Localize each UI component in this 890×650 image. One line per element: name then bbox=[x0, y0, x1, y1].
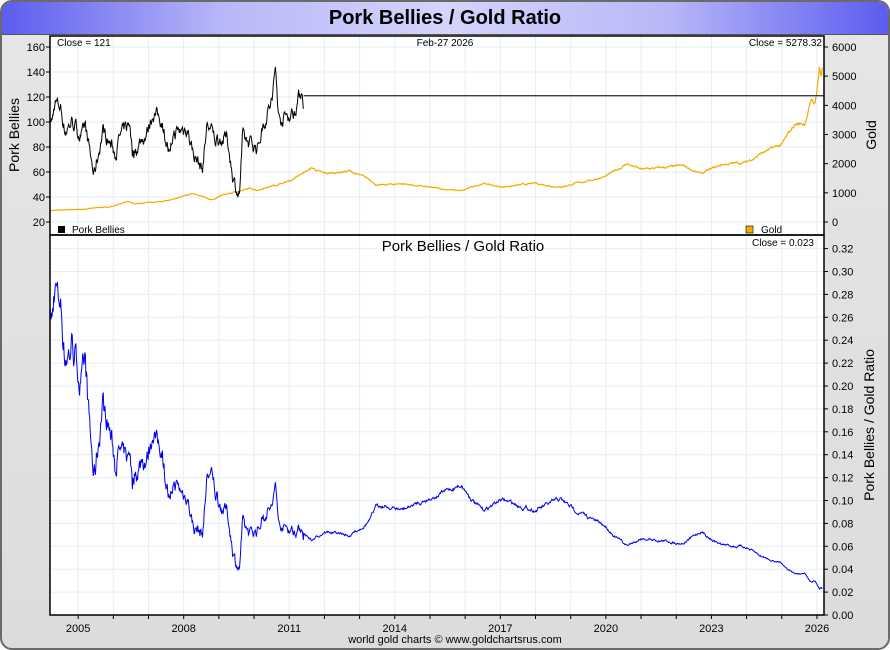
x-tick-label: 2014 bbox=[383, 623, 407, 635]
y-tick-label-ratio: 0.22 bbox=[832, 358, 853, 370]
y-tick-label-ratio: 0.32 bbox=[832, 244, 853, 256]
gold-close-label: Close = 5278.32 bbox=[749, 38, 823, 49]
pork-legend-label: Pork Bellies bbox=[72, 225, 125, 236]
y-tick-label-ratio: 0.06 bbox=[832, 541, 853, 553]
x-tick-label: 2005 bbox=[66, 623, 90, 635]
y-tick-label-left: 160 bbox=[27, 42, 45, 54]
x-tick-label: 2023 bbox=[699, 623, 723, 635]
y-tick-label-ratio: 0.30 bbox=[832, 267, 853, 279]
y-tick-label-ratio: 0.24 bbox=[832, 335, 853, 347]
x-tick-label: 2017 bbox=[488, 623, 512, 635]
y-tick-label-right: 2000 bbox=[832, 159, 856, 171]
y-tick-label-right: 0 bbox=[832, 217, 838, 229]
x-tick-label: 2026 bbox=[805, 623, 829, 635]
pork-bellies-line bbox=[49, 66, 304, 198]
y-axis-title-right: Gold bbox=[863, 120, 879, 150]
y-tick-label-ratio: 0.20 bbox=[832, 381, 853, 393]
y-tick-label-ratio: 0.18 bbox=[832, 404, 853, 416]
y-tick-label-ratio: 0.12 bbox=[832, 473, 853, 485]
footer-credit: world gold charts © www.goldchartsrus.co… bbox=[347, 634, 562, 646]
plot-background bbox=[50, 36, 824, 615]
y-tick-label-right: 6000 bbox=[832, 42, 856, 54]
y-tick-label-right: 4000 bbox=[832, 100, 856, 112]
y-tick-label-left: 140 bbox=[27, 67, 45, 79]
x-tick-label: 2008 bbox=[171, 623, 195, 635]
y-tick-label-right: 1000 bbox=[832, 188, 856, 200]
gold-line bbox=[50, 66, 823, 212]
y-tick-label-left: 40 bbox=[33, 192, 45, 204]
y-tick-label-right: 5000 bbox=[832, 71, 856, 83]
pork-close-label: Close = 121 bbox=[57, 38, 111, 49]
ratio-panel-title: Pork Bellies / Gold Ratio bbox=[382, 238, 545, 255]
x-tick-label: 2011 bbox=[277, 623, 301, 635]
y-tick-label-left: 100 bbox=[27, 117, 45, 129]
y-axis-title-ratio: Pork Bellies / Gold Ratio bbox=[861, 349, 877, 501]
gold-legend-label: Gold bbox=[761, 225, 782, 236]
date-label: Feb-27 2026 bbox=[417, 38, 474, 49]
y-tick-label-left: 60 bbox=[33, 167, 45, 179]
y-tick-label-right: 3000 bbox=[832, 129, 856, 141]
y-tick-label-left: 120 bbox=[27, 92, 45, 104]
gold-legend-swatch bbox=[745, 225, 754, 234]
y-tick-label-ratio: 0.26 bbox=[832, 312, 853, 324]
chart-title: Pork Bellies / Gold Ratio bbox=[328, 7, 562, 29]
y-tick-label-ratio: 0.16 bbox=[832, 427, 853, 439]
title-bar: Pork Bellies / Gold Ratio bbox=[2, 2, 888, 35]
ratio-close-label: Close = 0.023 bbox=[752, 238, 814, 249]
y-tick-label-left: 20 bbox=[33, 217, 45, 229]
y-tick-label-ratio: 0.04 bbox=[832, 564, 853, 576]
y-axis-title-left: Pork Bellies bbox=[6, 98, 22, 172]
y-tick-label-ratio: 0.00 bbox=[832, 610, 853, 622]
y-tick-label-ratio: 0.02 bbox=[832, 587, 853, 599]
ratio-line bbox=[49, 281, 823, 590]
y-tick-label-ratio: 0.14 bbox=[832, 450, 853, 462]
bottom-panel-border bbox=[49, 234, 825, 616]
y-tick-label-ratio: 0.28 bbox=[832, 289, 853, 301]
y-tick-label-left: 80 bbox=[33, 142, 45, 154]
x-tick-label: 2020 bbox=[594, 623, 618, 635]
y-tick-label-ratio: 0.08 bbox=[832, 518, 853, 530]
y-tick-label-ratio: 0.10 bbox=[832, 496, 853, 508]
pork-legend-swatch bbox=[58, 226, 65, 233]
